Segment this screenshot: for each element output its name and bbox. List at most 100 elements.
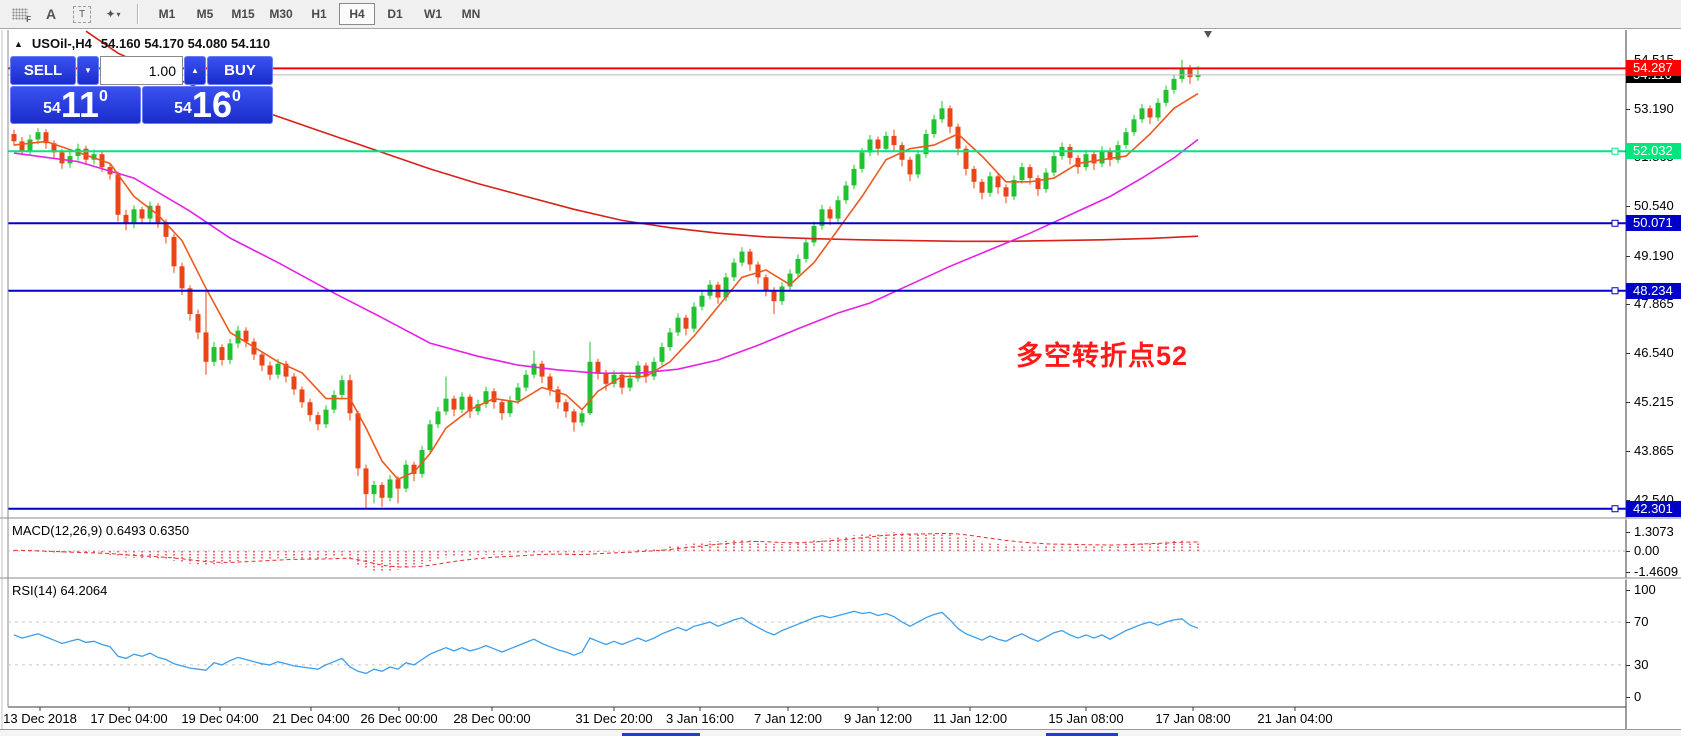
- toolbar-separator: [137, 4, 139, 24]
- candle: [747, 251, 753, 265]
- candle: [811, 225, 817, 243]
- candle: [1187, 67, 1193, 78]
- candle: [43, 132, 49, 144]
- buy-button[interactable]: BUY: [207, 56, 273, 85]
- volume-increase-button[interactable]: ▲: [184, 56, 206, 85]
- timeframe-m15[interactable]: M15: [231, 7, 255, 21]
- candle: [563, 402, 569, 412]
- candle: [1019, 167, 1025, 180]
- axis-tick-label: 43.865: [1626, 443, 1674, 459]
- candle: [19, 141, 25, 151]
- candle: [1179, 67, 1185, 79]
- candle: [267, 365, 273, 375]
- chevron-down-icon: ▾: [116, 9, 121, 19]
- time-axis-label: 28 Dec 00:00: [453, 711, 531, 726]
- candle: [355, 413, 361, 469]
- candle: [891, 135, 897, 146]
- candle: [763, 277, 769, 291]
- axis-tick-label: 0.00: [1626, 543, 1659, 559]
- price-badge: 52.032: [1626, 143, 1681, 160]
- ask-price-display[interactable]: 54 16 0: [142, 86, 273, 124]
- candle: [363, 468, 369, 495]
- candle: [379, 484, 385, 498]
- candle: [427, 424, 433, 450]
- candle: [1043, 172, 1049, 190]
- dotted-grid-f-icon[interactable]: F: [6, 3, 34, 25]
- time-axis-label: 17 Jan 08:00: [1155, 711, 1231, 726]
- volume-decrease-button[interactable]: ▼: [77, 56, 99, 85]
- candle: [571, 411, 577, 423]
- candle: [827, 209, 833, 219]
- candle: [851, 168, 857, 186]
- candle: [651, 361, 657, 377]
- candle: [1099, 150, 1105, 164]
- time-axis[interactable]: 13 Dec 2018 17 Dec 04:00 19 Dec 04:00 21 De…: [0, 711, 1626, 729]
- timeframe-d1[interactable]: D1: [387, 7, 403, 21]
- axis-tick-label: 70: [1626, 614, 1648, 630]
- candle: [315, 415, 321, 425]
- candle: [171, 236, 177, 267]
- candle: [323, 409, 329, 425]
- candle: [211, 347, 217, 362]
- candle: [435, 411, 441, 425]
- time-axis-label: 7 Jan 12:00: [754, 711, 822, 726]
- candle: [979, 181, 985, 193]
- macd-indicator-label: MACD(12,26,9) 0.6493 0.6350: [12, 523, 190, 538]
- candle: [819, 209, 825, 226]
- candle: [803, 242, 809, 259]
- candle: [283, 363, 289, 377]
- candle: [843, 185, 849, 201]
- rsi-panel: [9, 610, 1626, 675]
- main-chart-panel: [11, 30, 1201, 508]
- sell-button[interactable]: SELL: [10, 56, 76, 85]
- candle: [195, 314, 201, 333]
- fast-ma-orange: [13, 92, 1199, 481]
- time-axis-label: 26 Dec 00:00: [360, 711, 438, 726]
- axis-tick-label: 47.865: [1626, 296, 1674, 312]
- candle: [931, 119, 937, 134]
- timeframe-m5[interactable]: M5: [196, 7, 214, 21]
- arrows-tool-icon[interactable]: ✦ ▾: [105, 7, 121, 21]
- timeframe-m30[interactable]: M30: [269, 7, 293, 21]
- time-axis-label: 3 Jan 16:00: [666, 711, 734, 726]
- candle: [187, 288, 193, 314]
- volume-input[interactable]: [100, 56, 183, 85]
- timeframe-w1[interactable]: W1: [424, 7, 442, 21]
- candle: [1011, 180, 1017, 197]
- candle: [779, 286, 785, 302]
- candle: [987, 176, 993, 193]
- price-axis[interactable]: 54.51553.19051.86550.54049.19047.86546.5…: [1626, 0, 1681, 735]
- candle: [339, 380, 345, 395]
- candle: [387, 479, 393, 498]
- candle: [251, 341, 257, 355]
- candle: [835, 200, 841, 219]
- candle: [163, 222, 169, 237]
- timeframe-m1[interactable]: M1: [158, 7, 176, 21]
- candle: [603, 372, 609, 384]
- line-handle: [1611, 505, 1619, 513]
- candle: [395, 479, 401, 489]
- candle: [531, 363, 537, 375]
- candle: [35, 132, 41, 140]
- candle: [691, 306, 697, 329]
- timeframe-mn[interactable]: MN: [461, 7, 481, 21]
- collapse-arrow-icon[interactable]: ▲: [14, 38, 23, 49]
- candle: [1035, 178, 1041, 190]
- axis-tick-label: 49.190: [1626, 248, 1674, 264]
- timeframe-h1[interactable]: H1: [311, 7, 327, 21]
- candle: [451, 398, 457, 410]
- candle: [1195, 74, 1201, 78]
- time-axis-label: 19 Dec 04:00: [181, 711, 259, 726]
- line-handle: [1611, 147, 1619, 155]
- candle: [115, 174, 121, 215]
- candle: [883, 135, 889, 149]
- label-tool-icon[interactable]: T: [68, 3, 96, 25]
- candle: [875, 139, 881, 149]
- axis-tick-label: 53.190: [1626, 101, 1674, 117]
- bid-price-display[interactable]: 54 11 0: [10, 86, 141, 124]
- candle: [1003, 187, 1009, 197]
- candle: [459, 396, 465, 410]
- text-tool-icon[interactable]: A: [45, 6, 57, 22]
- timeframe-h4[interactable]: H4: [339, 3, 375, 25]
